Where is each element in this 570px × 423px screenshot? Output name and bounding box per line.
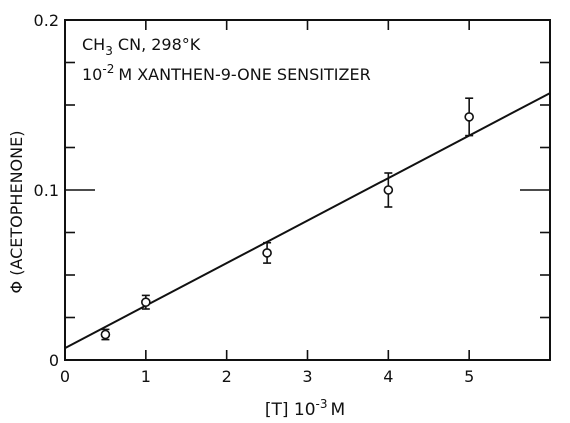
x-tick-label: 0 xyxy=(60,367,70,386)
x-axis-label-unit: M xyxy=(330,400,345,420)
annotation-sensitizer-sup: -2 xyxy=(102,62,114,76)
point-marker xyxy=(141,297,151,308)
ticks xyxy=(64,19,550,361)
annotation-solvent-main: CH xyxy=(82,35,105,54)
data-point xyxy=(464,97,474,137)
x-tick-label: 3 xyxy=(302,367,312,386)
point-marker xyxy=(100,329,111,340)
annotation-sensitizer-base: 10 xyxy=(82,65,102,84)
x-tick-label: 1 xyxy=(141,367,151,386)
x-axis-label-main: [T] 10 xyxy=(265,400,316,420)
x-axis-label-sup: -3 xyxy=(316,397,328,411)
y-axis-label: Φ (ACETOPHENONE) xyxy=(7,131,26,294)
y-tick-label: 0.2 xyxy=(34,11,59,30)
point-marker xyxy=(383,185,394,195)
x-tick-label: 5 xyxy=(464,367,474,386)
y-tick-label: 0 xyxy=(49,351,59,370)
annotation-solvent-rest: CN, 298°K xyxy=(113,35,201,54)
data-point xyxy=(141,294,151,310)
fit-line xyxy=(64,92,551,349)
annotation-solvent-sub: 3 xyxy=(105,44,113,58)
point-marker xyxy=(464,112,474,122)
x-tick-label: 2 xyxy=(222,367,232,386)
data-points xyxy=(100,97,474,341)
annotation-solvent: CH3 CN, 298°K xyxy=(82,35,201,58)
data-point xyxy=(100,328,111,341)
point-marker xyxy=(262,248,272,258)
x-tick-label: 4 xyxy=(383,367,393,386)
tick-labels: 0 1 2 3 4 5 0 0.1 0.2 xyxy=(34,11,475,386)
data-point xyxy=(262,241,272,264)
y-tick-label: 0.1 xyxy=(34,181,59,200)
annotation-sensitizer: 10-2 M XANTHEN-9-ONE SENSITIZER xyxy=(82,62,371,84)
data-point xyxy=(383,172,394,208)
annotation-sensitizer-rest: M XANTHEN-9-ONE SENSITIZER xyxy=(118,65,370,84)
x-axis-label: [T] 10-3 M xyxy=(265,397,345,420)
